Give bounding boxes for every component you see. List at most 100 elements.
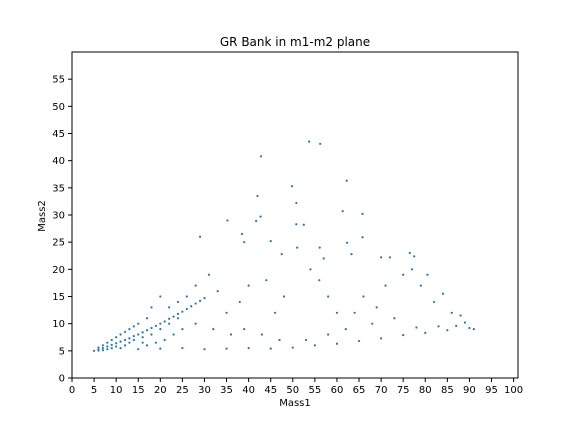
y-tick-label: 15 (52, 292, 65, 303)
data-point (408, 251, 411, 255)
data-point (247, 284, 250, 287)
data-point (176, 300, 180, 304)
data-point (437, 325, 440, 328)
x-tick-label: 25 (176, 385, 189, 396)
data-point (172, 315, 175, 318)
data-point (327, 333, 330, 336)
data-point (168, 306, 171, 309)
data-point (106, 348, 109, 351)
data-point (123, 338, 127, 342)
data-point (265, 279, 268, 282)
data-point (163, 320, 166, 323)
data-point (159, 347, 162, 350)
y-tick-label: 0 (59, 374, 65, 385)
data-point (410, 268, 414, 271)
data-point (154, 324, 157, 327)
data-point (308, 140, 311, 143)
data-point (424, 331, 427, 334)
y-axis-ticks: 0 5 10 15 20 25 30 35 40 45 50 55 (52, 75, 72, 385)
x-tick-label: 35 (220, 385, 233, 396)
data-point (345, 179, 348, 182)
x-tick-label: 50 (286, 385, 299, 396)
data-point (119, 347, 122, 350)
data-point (132, 325, 135, 328)
data-point (106, 345, 109, 348)
data-point (229, 333, 233, 336)
y-axis-label: Mass2 (37, 200, 48, 232)
y-tick-label: 30 (52, 211, 65, 222)
data-point (194, 284, 197, 287)
y-tick-label: 5 (59, 346, 65, 357)
data-point (335, 342, 339, 345)
data-point (225, 311, 228, 314)
plot-frame (71, 51, 519, 379)
data-point (433, 300, 436, 304)
data-point (123, 344, 127, 347)
data-point (172, 333, 175, 336)
data-point (402, 333, 405, 337)
x-tick-label: 90 (463, 385, 476, 396)
data-point (145, 344, 149, 347)
x-axis-label: Mass1 (279, 398, 311, 409)
data-point (426, 273, 429, 276)
data-point (132, 338, 135, 342)
data-point (110, 338, 113, 342)
data-point (110, 343, 113, 346)
data-point (181, 328, 184, 331)
x-tick-label: 80 (419, 385, 432, 396)
data-point (255, 219, 258, 223)
x-tick-label: 40 (242, 385, 255, 396)
data-point (380, 256, 383, 259)
data-point (159, 328, 162, 331)
data-point (256, 194, 259, 198)
y-tick-label: 50 (52, 102, 65, 113)
data-point (190, 305, 193, 308)
x-tick-label: 10 (110, 385, 123, 396)
data-point (441, 292, 445, 295)
data-point (132, 335, 135, 338)
data-point (137, 322, 140, 325)
y-tick-label: 45 (52, 129, 65, 140)
data-point (181, 347, 184, 350)
data-point (282, 295, 286, 298)
data-point (459, 314, 462, 317)
data-point (415, 326, 418, 329)
data-point (419, 284, 422, 287)
data-point (212, 328, 215, 331)
data-point (468, 326, 471, 330)
data-point (278, 338, 281, 342)
data-point (128, 341, 131, 344)
data-point (176, 312, 180, 315)
data-point (346, 241, 349, 244)
data-point (240, 232, 244, 236)
data-point (361, 236, 364, 239)
x-tick-label: 95 (485, 385, 498, 396)
data-point (97, 346, 100, 349)
data-point (137, 348, 140, 351)
data-point (198, 235, 202, 238)
data-point (185, 295, 188, 298)
data-point (115, 342, 118, 345)
data-point (291, 346, 294, 349)
data-point (318, 246, 321, 249)
data-point (413, 255, 416, 258)
x-tick-label: 70 (375, 385, 388, 396)
data-point (181, 310, 184, 313)
data-point (388, 256, 392, 259)
data-point (362, 295, 365, 298)
data-point (238, 300, 241, 304)
data-point (119, 340, 122, 343)
data-point (455, 324, 458, 327)
x-tick-label: 20 (154, 385, 167, 396)
data-point (110, 347, 113, 350)
data-point (101, 349, 105, 352)
data-point (97, 349, 100, 352)
y-tick-label: 10 (52, 319, 65, 330)
data-point (163, 338, 166, 342)
data-point (128, 328, 131, 331)
y-tick-label: 20 (52, 265, 65, 276)
data-point (353, 311, 356, 314)
x-tick-label: 5 (91, 385, 97, 396)
y-tick-label: 35 (52, 183, 65, 194)
